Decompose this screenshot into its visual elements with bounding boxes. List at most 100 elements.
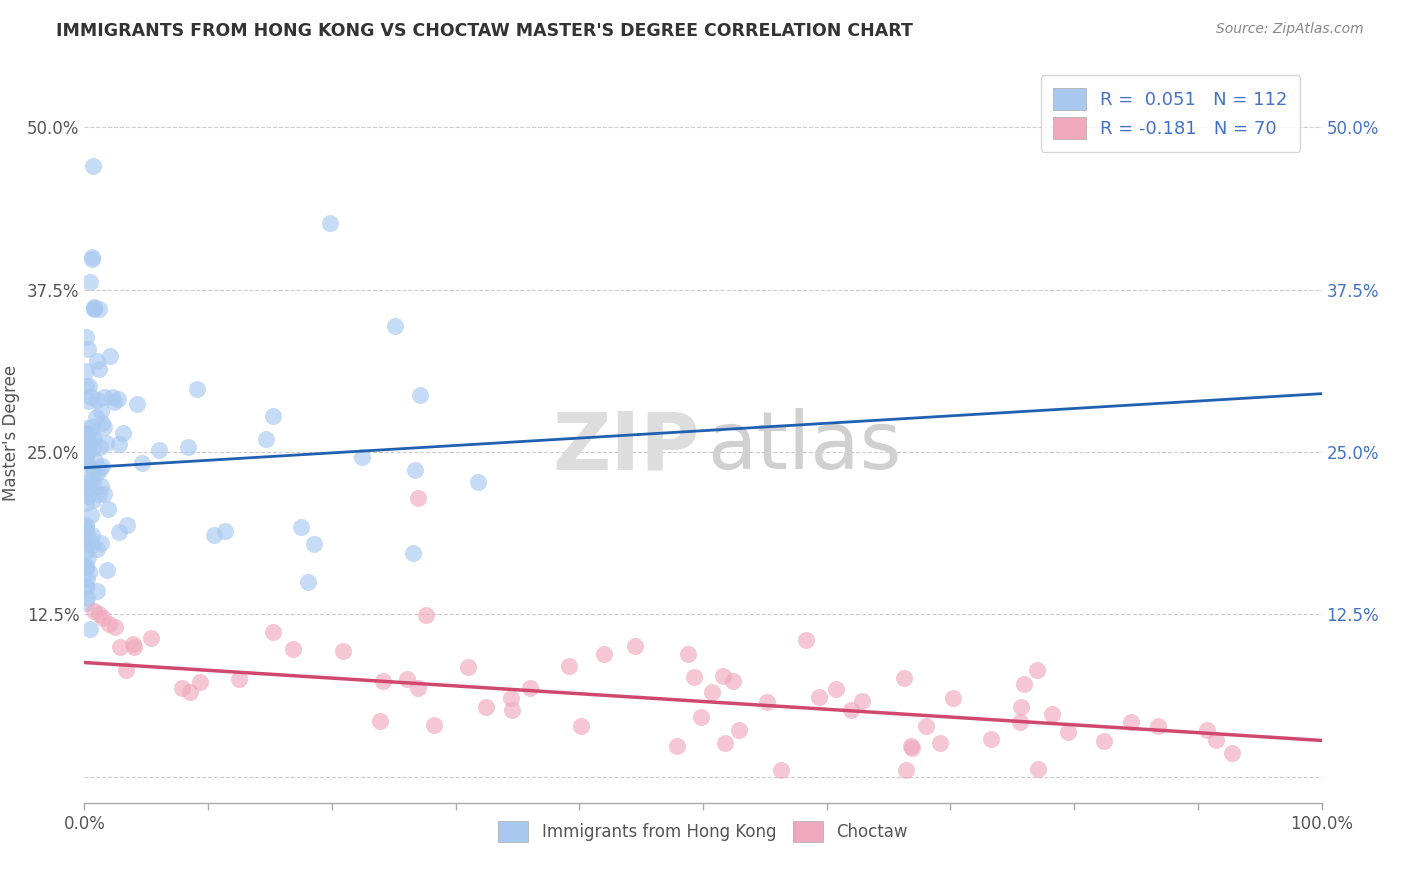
Point xyxy=(75,579,97,593)
Point xyxy=(91,611,114,625)
Point xyxy=(80,528,103,542)
Point xyxy=(75,559,97,574)
Point xyxy=(75,520,97,534)
Point xyxy=(332,644,354,658)
Point xyxy=(80,250,103,264)
Point xyxy=(467,475,489,489)
Point xyxy=(77,481,100,495)
Point xyxy=(851,694,873,708)
Point xyxy=(76,572,98,586)
Point xyxy=(90,404,112,418)
Point xyxy=(75,561,97,575)
Point xyxy=(1010,715,1032,730)
Point xyxy=(82,493,104,508)
Point xyxy=(108,524,131,539)
Point xyxy=(415,607,437,622)
Point xyxy=(283,642,305,657)
Point xyxy=(79,623,101,637)
Point xyxy=(423,718,446,732)
Point xyxy=(80,420,103,434)
Point xyxy=(75,364,97,378)
Point xyxy=(86,393,108,408)
Point xyxy=(179,684,201,698)
Point xyxy=(297,575,319,590)
Point xyxy=(714,736,737,750)
Point xyxy=(396,672,419,686)
Point xyxy=(77,467,100,481)
Point xyxy=(1026,762,1049,776)
Point xyxy=(148,443,170,458)
Point xyxy=(101,390,124,404)
Point xyxy=(177,440,200,454)
Point xyxy=(86,354,108,368)
Point xyxy=(408,388,430,402)
Point xyxy=(97,501,120,516)
Point xyxy=(77,550,100,565)
Point xyxy=(76,480,98,494)
Point xyxy=(86,583,108,598)
Point xyxy=(408,491,430,505)
Point xyxy=(84,410,107,425)
Point xyxy=(352,450,374,465)
Point xyxy=(90,478,112,492)
Point xyxy=(457,660,479,674)
Point xyxy=(893,672,915,686)
Point xyxy=(569,719,592,733)
Point xyxy=(915,718,938,732)
Point xyxy=(254,432,277,446)
Point xyxy=(1057,724,1080,739)
Point xyxy=(115,663,138,677)
Point xyxy=(75,524,97,539)
Point xyxy=(82,431,104,445)
Point xyxy=(900,739,922,754)
Point xyxy=(79,276,101,290)
Point xyxy=(76,439,98,453)
Y-axis label: Master's Degree: Master's Degree xyxy=(1,365,20,500)
Point xyxy=(75,439,97,453)
Point xyxy=(190,675,212,690)
Point xyxy=(75,446,97,460)
Text: IMMIGRANTS FROM HONG KONG VS CHOCTAW MASTER'S DEGREE CORRELATION CHART: IMMIGRANTS FROM HONG KONG VS CHOCTAW MAS… xyxy=(56,22,912,40)
Point xyxy=(665,739,688,754)
Point xyxy=(131,456,153,470)
Point xyxy=(125,397,148,411)
Point xyxy=(89,607,111,622)
Point xyxy=(262,409,284,423)
Point xyxy=(302,537,325,551)
Point xyxy=(77,490,100,504)
Point xyxy=(1121,714,1143,729)
Legend: Immigrants from Hong Kong, Choctaw: Immigrants from Hong Kong, Choctaw xyxy=(491,813,915,850)
Point xyxy=(75,435,97,450)
Point xyxy=(75,580,97,594)
Point xyxy=(76,426,98,441)
Point xyxy=(678,647,700,661)
Point xyxy=(79,474,101,488)
Point xyxy=(122,640,145,654)
Point xyxy=(700,685,723,699)
Point xyxy=(75,596,97,610)
Point xyxy=(1025,663,1047,677)
Point xyxy=(82,476,104,491)
Point xyxy=(98,616,121,631)
Point xyxy=(86,542,108,557)
Point xyxy=(319,216,342,230)
Point xyxy=(94,436,117,450)
Point xyxy=(117,518,139,533)
Point xyxy=(103,395,125,409)
Point xyxy=(76,445,98,459)
Point xyxy=(75,452,97,467)
Point xyxy=(727,723,749,738)
Point xyxy=(172,681,194,695)
Point xyxy=(89,462,111,476)
Point xyxy=(75,435,97,450)
Point xyxy=(98,349,121,363)
Point xyxy=(262,625,284,640)
Point xyxy=(90,416,112,430)
Point xyxy=(75,379,97,393)
Point xyxy=(1147,719,1170,733)
Point xyxy=(112,425,135,440)
Point xyxy=(75,496,97,510)
Point xyxy=(228,672,250,686)
Point xyxy=(794,633,817,648)
Point xyxy=(75,530,97,544)
